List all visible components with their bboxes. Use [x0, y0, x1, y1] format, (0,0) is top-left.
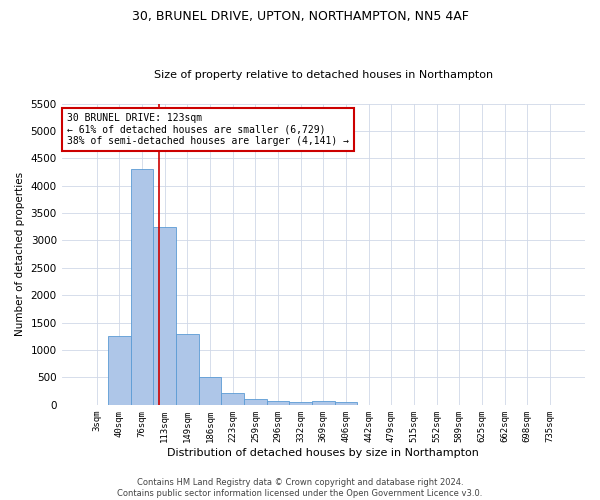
Bar — [335, 402, 358, 405]
Bar — [312, 400, 335, 405]
Bar — [266, 400, 289, 405]
Bar — [176, 334, 199, 405]
Y-axis label: Number of detached properties: Number of detached properties — [15, 172, 25, 336]
Bar — [289, 402, 312, 405]
Bar — [108, 336, 131, 405]
Title: Size of property relative to detached houses in Northampton: Size of property relative to detached ho… — [154, 70, 493, 81]
Text: 30 BRUNEL DRIVE: 123sqm
← 61% of detached houses are smaller (6,729)
38% of semi: 30 BRUNEL DRIVE: 123sqm ← 61% of detache… — [67, 112, 349, 146]
Text: Contains HM Land Registry data © Crown copyright and database right 2024.
Contai: Contains HM Land Registry data © Crown c… — [118, 478, 482, 498]
Text: 30, BRUNEL DRIVE, UPTON, NORTHAMPTON, NN5 4AF: 30, BRUNEL DRIVE, UPTON, NORTHAMPTON, NN… — [131, 10, 469, 23]
Bar — [244, 400, 266, 405]
X-axis label: Distribution of detached houses by size in Northampton: Distribution of detached houses by size … — [167, 448, 479, 458]
Bar — [154, 227, 176, 405]
Bar — [199, 378, 221, 405]
Bar — [221, 392, 244, 405]
Bar — [131, 169, 154, 405]
